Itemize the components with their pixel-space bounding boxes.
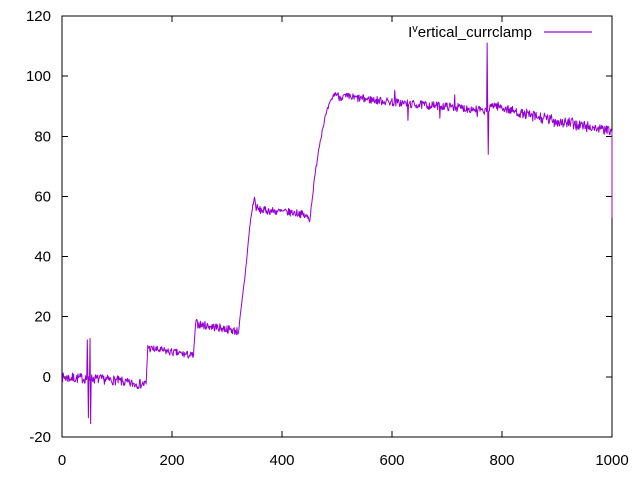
plot-border [61,15,613,438]
y-tick-label: 40 [34,249,51,266]
y-tick-label: 120 [26,8,51,25]
y-tick-label: 80 [34,128,51,145]
y-tick-label: 20 [34,309,51,326]
x-tick-label: 1000 [595,452,628,469]
x-tick-label: 200 [159,452,184,469]
plot-border-rect [61,15,613,438]
axis-tick-labels: 0 200 400 600 800 1000 -20 0 20 40 60 80 100 120 [26,8,629,469]
axis-ticks [61,15,613,438]
legend: Ivertical_currclamp [408,23,592,41]
x-tick-label: 600 [379,452,404,469]
x-tick-label: 0 [58,452,66,469]
y-tick-label: 100 [26,68,51,85]
y-tick-label: -20 [29,429,51,446]
legend-label: Ivertical_currclamp [408,23,532,41]
x-tick-label: 400 [269,452,294,469]
x-tick-label: 800 [489,452,514,469]
series-line [61,42,613,424]
y-tick-label: 60 [34,188,51,205]
y-tick-label: 0 [43,369,51,386]
series-group [61,42,613,424]
